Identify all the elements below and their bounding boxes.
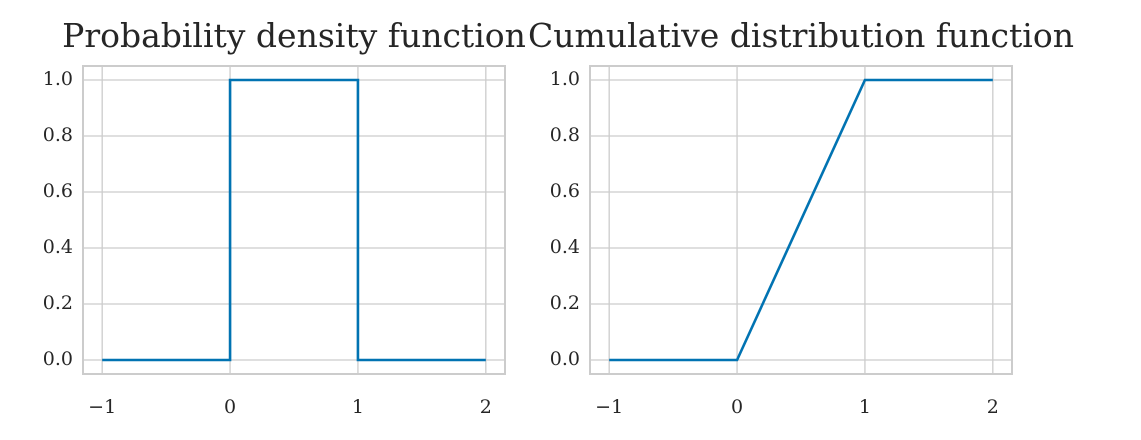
x-tick-label: 2 [480, 396, 492, 418]
axes-frame [589, 65, 1013, 375]
x-tick-label: −1 [595, 396, 623, 418]
chart-title: Probability density function [62, 16, 526, 55]
y-tick-label: 0.6 [43, 180, 73, 202]
y-tick-label: 0.4 [43, 236, 73, 258]
x-tick-label: 0 [224, 396, 236, 418]
y-tick-label: 0.6 [550, 180, 580, 202]
data-line [609, 78, 993, 362]
x-tick-label: 1 [352, 396, 364, 418]
y-tick-label: 0.8 [550, 124, 580, 146]
x-tick-label: 1 [859, 396, 871, 418]
y-tick-label: 1.0 [43, 68, 73, 90]
data-line [102, 78, 486, 362]
y-tick-label: 0.0 [43, 348, 73, 370]
y-tick-label: 0.8 [43, 124, 73, 146]
y-tick-label: 1.0 [550, 68, 580, 90]
y-tick-label: 0.2 [43, 292, 73, 314]
x-tick-label: −1 [88, 396, 116, 418]
y-tick-label: 0.0 [550, 348, 580, 370]
chart-title: Cumulative distribution function [528, 16, 1074, 55]
y-tick-label: 0.2 [550, 292, 580, 314]
axes-frame [82, 65, 506, 375]
y-tick-label: 0.4 [550, 236, 580, 258]
x-tick-label: 2 [987, 396, 999, 418]
x-tick-label: 0 [731, 396, 743, 418]
